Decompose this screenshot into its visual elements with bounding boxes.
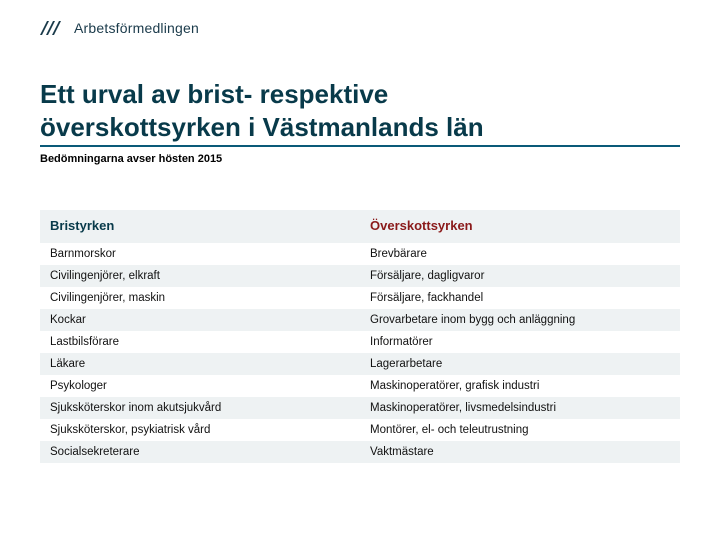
- table-row: SocialsekreterareVaktmästare: [40, 441, 680, 463]
- cell-surplus: Grovarbetare inom bygg och anläggning: [360, 309, 680, 331]
- cell-surplus: Vaktmästare: [360, 441, 680, 463]
- cell-shortage: Sjuksköterskor, psykiatrisk vård: [40, 419, 360, 441]
- cell-shortage: Kockar: [40, 309, 360, 331]
- cell-surplus: Försäljare, dagligvaror: [360, 265, 680, 287]
- cell-surplus: Försäljare, fackhandel: [360, 287, 680, 309]
- table-row: LastbilsförareInformatörer: [40, 331, 680, 353]
- cell-surplus: Maskinoperatörer, grafisk industri: [360, 375, 680, 397]
- title-block: Ett urval av brist- respektive överskott…: [40, 78, 680, 165]
- table-row: PsykologerMaskinoperatörer, grafisk indu…: [40, 375, 680, 397]
- table-row: Sjuksköterskor inom akutsjukvårdMaskinop…: [40, 397, 680, 419]
- cell-shortage: Läkare: [40, 353, 360, 375]
- table-row: Civilingenjörer, elkraftFörsäljare, dagl…: [40, 265, 680, 287]
- table-row: Sjuksköterskor, psykiatrisk vårdMontörer…: [40, 419, 680, 441]
- cell-surplus: Montörer, el- och teleutrustning: [360, 419, 680, 441]
- subtitle: Bedömningarna avser hösten 2015: [40, 153, 680, 165]
- table-header-row: Bristyrken Överskottsyrken: [40, 210, 680, 243]
- cell-shortage: Psykologer: [40, 375, 360, 397]
- cell-shortage: Barnmorskor: [40, 243, 360, 265]
- table-body: BarnmorskorBrevbärare Civilingenjörer, e…: [40, 243, 680, 463]
- cell-surplus: Lagerarbetare: [360, 353, 680, 375]
- title-line-1: Ett urval av brist- respektive: [40, 79, 388, 109]
- logo-text: Arbetsförmedlingen: [74, 20, 199, 36]
- cell-shortage: Lastbilsförare: [40, 331, 360, 353]
- header-shortage: Bristyrken: [40, 210, 360, 243]
- cell-shortage: Civilingenjörer, elkraft: [40, 265, 360, 287]
- slide: Arbetsförmedlingen Ett urval av brist- r…: [0, 0, 720, 540]
- cell-shortage: Socialsekreterare: [40, 441, 360, 463]
- logo-icon: [40, 21, 68, 35]
- cell-surplus: Informatörer: [360, 331, 680, 353]
- page-title: Ett urval av brist- respektive överskott…: [40, 78, 680, 143]
- title-underline: [40, 145, 680, 147]
- table-row: KockarGrovarbetare inom bygg och anläggn…: [40, 309, 680, 331]
- table-row: Civilingenjörer, maskinFörsäljare, fackh…: [40, 287, 680, 309]
- cell-surplus: Maskinoperatörer, livsmedelsindustri: [360, 397, 680, 419]
- cell-surplus: Brevbärare: [360, 243, 680, 265]
- title-line-2: överskottsyrken i Västmanlands län: [40, 112, 484, 142]
- occupations-table: Bristyrken Överskottsyrken BarnmorskorBr…: [40, 210, 680, 463]
- occupations-table-wrap: Bristyrken Överskottsyrken BarnmorskorBr…: [40, 210, 680, 463]
- logo: Arbetsförmedlingen: [40, 20, 199, 36]
- cell-shortage: Civilingenjörer, maskin: [40, 287, 360, 309]
- table-row: BarnmorskorBrevbärare: [40, 243, 680, 265]
- header-surplus: Överskottsyrken: [360, 210, 680, 243]
- table-row: LäkareLagerarbetare: [40, 353, 680, 375]
- cell-shortage: Sjuksköterskor inom akutsjukvård: [40, 397, 360, 419]
